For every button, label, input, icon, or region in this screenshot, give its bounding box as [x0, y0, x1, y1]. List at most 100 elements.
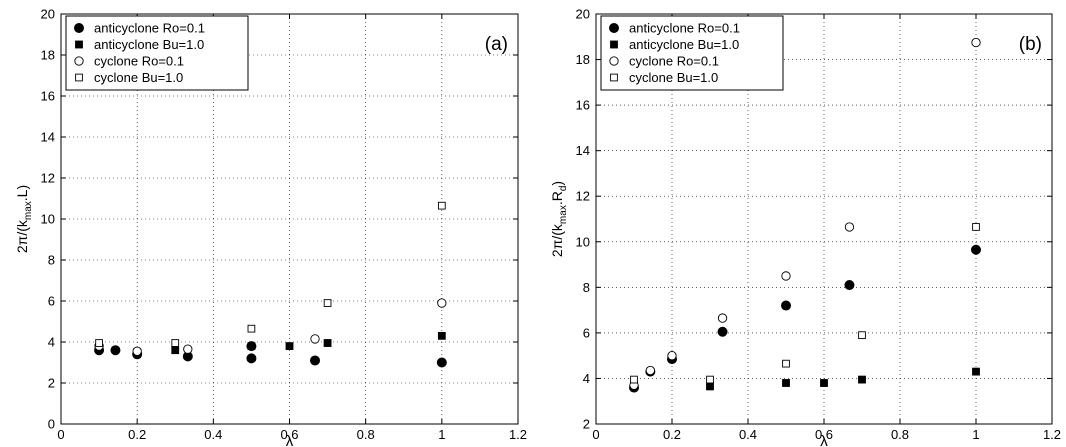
y-tick-label: 14: [41, 130, 55, 145]
x-tick-label: 1.2: [509, 427, 527, 442]
data-point: [110, 345, 121, 356]
x-tick-label: 0.4: [739, 427, 757, 442]
legend-box: [65, 15, 249, 91]
y-axis-label-subscript: max: [23, 201, 34, 220]
y-tick-label: 8: [48, 253, 55, 268]
legend-entry: cyclone Bu=1.0: [94, 70, 183, 85]
y-axis-label-subscript: d: [558, 186, 569, 192]
x-tick-label: 0.6: [280, 427, 298, 442]
panel-label: (b): [1019, 34, 1042, 55]
data-point: [247, 342, 256, 350]
y-tick-label: 12: [41, 171, 55, 186]
y-axis-label-part: ): [549, 181, 565, 186]
legend-marker: [609, 56, 619, 66]
y-axis-label: 2π/(kmax.L): [14, 185, 34, 253]
data-point: [782, 359, 790, 368]
legend-marker: [75, 73, 83, 82]
y-tick-label: 16: [576, 98, 590, 113]
y-tick-label: 12: [576, 189, 590, 204]
chart-panel-b: 0 0.2 0.4 0.6 0.8 1 1.2 2 4 6 8 10 12 14 16 18 20 λ 2π/(km…: [549, 7, 1061, 447]
y-tick-label: 6: [583, 325, 590, 340]
legend-marker: [74, 22, 85, 33]
y-tick-label: 6: [48, 294, 55, 309]
y-axis-label-part: ): [14, 185, 30, 190]
data-point: [437, 201, 446, 210]
y-axis-label-subscript: max: [558, 205, 569, 224]
panel-label: (a): [485, 34, 508, 55]
legend-marker: [610, 40, 618, 49]
legend-entry: cyclone Ro=0.1: [94, 54, 184, 69]
data-point: [844, 280, 855, 291]
data-point: [782, 379, 790, 387]
data-point: [844, 222, 855, 232]
data-point: [285, 342, 294, 350]
x-axis-label: λ: [820, 433, 828, 447]
legend-marker: [610, 73, 618, 82]
y-tick-label: 2: [583, 417, 590, 432]
x-tick-label: 0.8: [891, 427, 909, 442]
data-point: [971, 37, 981, 48]
data-point: [972, 367, 980, 376]
data-point: [717, 326, 728, 337]
y-tick-label: 14: [576, 143, 590, 158]
data-point: [171, 346, 180, 355]
data-point: [323, 299, 332, 307]
y-tick-label: 10: [41, 212, 55, 227]
data-point: [437, 298, 447, 308]
y-tick-label: 0: [48, 417, 55, 432]
legend-entry: anticyclone Bu=1.0: [94, 37, 204, 52]
series-open-square: [95, 201, 446, 347]
y-tick-label: 20: [41, 7, 55, 22]
data-point: [310, 355, 321, 366]
data-point: [717, 313, 728, 323]
y-tick-label: 20: [576, 7, 590, 22]
data-point: [246, 353, 257, 364]
data-point: [132, 346, 142, 356]
legend-marker: [75, 40, 83, 49]
legend-box: [600, 15, 784, 91]
legend-entry: cyclone Bu=1.0: [629, 70, 718, 85]
data-point: [95, 339, 103, 347]
data-point: [171, 339, 180, 347]
x-tick-label: 0: [57, 427, 64, 442]
y-axis-label-part: .L: [14, 189, 30, 201]
data-point: [436, 357, 447, 368]
chart-panel-a: 0 0.2 0.4 0.6 0.8 1 1.2 0 2 4 6 8 10 12 14 16 18 20 λ 2π/(k…: [14, 7, 527, 447]
legend-entry: anticyclone Bu=1.0: [629, 37, 739, 52]
data-point: [645, 365, 655, 376]
y-tick-label: 18: [41, 48, 55, 63]
y-axis-label-part: .R: [549, 191, 565, 205]
series-open-circle: [629, 37, 981, 390]
y-axis-label-part: 2π/(k: [14, 219, 30, 253]
x-tick-label: 1: [438, 427, 445, 442]
data-point: [630, 375, 638, 384]
x-tick-label: 0.8: [357, 427, 375, 442]
y-tick-label: 4: [48, 335, 55, 350]
legend-entry: cyclone Ro=0.1: [629, 54, 719, 69]
data-point: [706, 382, 714, 391]
y-tick-label: 4: [583, 371, 590, 386]
data-point: [310, 334, 320, 344]
legend-marker: [74, 56, 84, 66]
data-point: [183, 344, 193, 354]
legend-entry: anticyclone Ro=0.1: [629, 21, 740, 36]
data-point: [706, 375, 714, 384]
y-tick-label: 10: [576, 234, 590, 249]
data-point: [858, 331, 866, 340]
series-open-square: [630, 223, 980, 384]
data-point: [247, 324, 256, 333]
x-tick-label: 0.6: [815, 427, 833, 442]
data-point: [781, 271, 791, 281]
y-axis-label: 2π/(kmax.Rd): [549, 181, 569, 257]
legend-entry: anticyclone Ro=0.1: [94, 21, 205, 36]
y-tick-label: 16: [41, 89, 55, 104]
x-tick-label: 1: [972, 427, 979, 442]
axes-frame: [60, 13, 519, 425]
data-point: [437, 331, 446, 340]
x-tick-label: 0.2: [128, 427, 146, 442]
legend-marker: [609, 22, 620, 33]
x-axis-label: λ: [286, 433, 294, 447]
x-tick-label: 0.2: [663, 427, 681, 442]
y-tick-label: 2: [48, 376, 55, 391]
